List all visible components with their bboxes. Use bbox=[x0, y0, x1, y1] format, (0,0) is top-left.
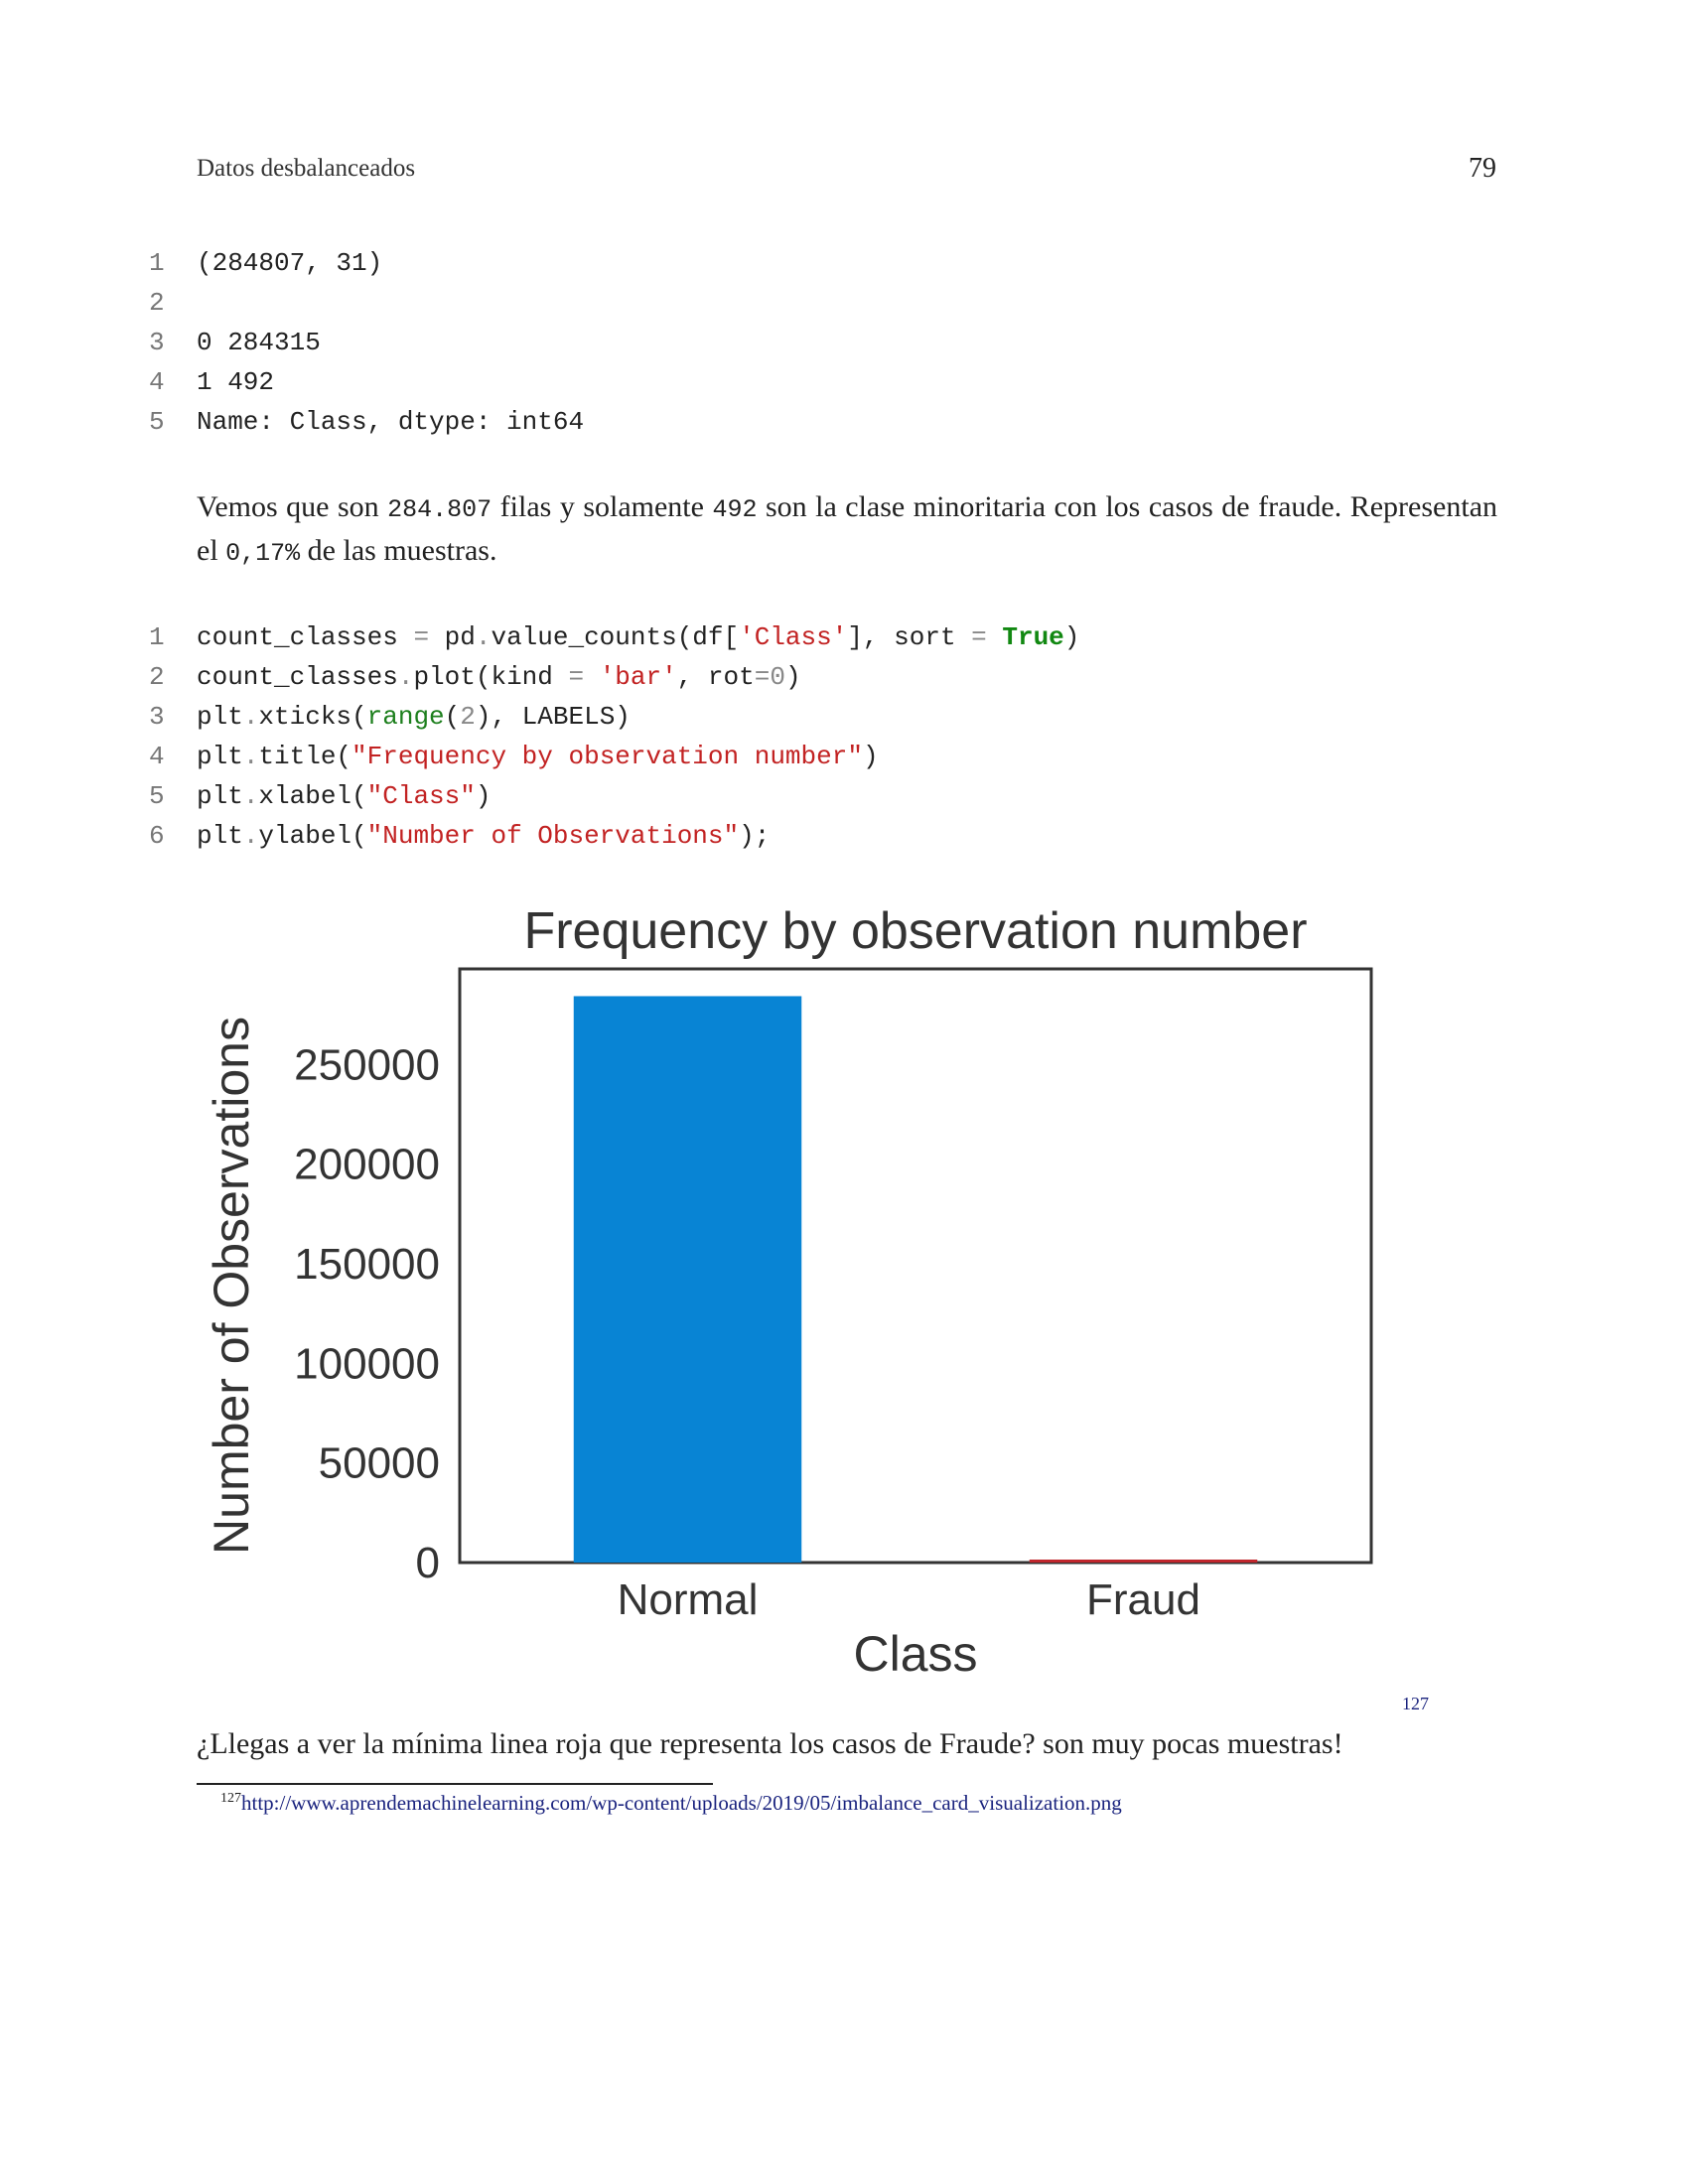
code-text: plt.xticks(range(2), LABELS) bbox=[197, 702, 631, 732]
percentage: 0,17% bbox=[225, 539, 301, 568]
bar-normal bbox=[573, 996, 802, 1563]
code-text: plt.xlabel("Class") bbox=[197, 781, 492, 811]
code-text: plt.ylabel("Number of Observations"); bbox=[197, 821, 771, 851]
code-text: plt.title("Frequency by observation numb… bbox=[197, 742, 879, 771]
caption-text: ¿Llegas a ver la mínima linea roja que r… bbox=[197, 1727, 1343, 1760]
minority-count: 492 bbox=[712, 495, 758, 524]
code-text: count_classes.plot(kind = 'bar', rot=0) bbox=[197, 662, 801, 692]
footnote-number: 127 bbox=[220, 1791, 241, 1806]
footnote-divider bbox=[197, 1783, 713, 1785]
paragraph-text: de las muestras. bbox=[300, 534, 497, 567]
paragraph-text: son la clase minoritaria con los casos d… bbox=[197, 490, 1498, 567]
line-number: 1 bbox=[149, 248, 165, 278]
code-text: Name: Class, dtype: int64 bbox=[197, 407, 585, 437]
x-tick-label: Fraud bbox=[1086, 1575, 1200, 1624]
footnote-link[interactable]: http://www.aprendemachinelearning.com/wp… bbox=[241, 1791, 1122, 1815]
row-count: 284.807 bbox=[387, 495, 492, 524]
code-text: count_classes = pd.value_counts(df['Clas… bbox=[197, 622, 1080, 652]
page-number: 79 bbox=[1469, 153, 1496, 184]
paragraph-text: Vemos que son bbox=[197, 490, 388, 523]
line-number: 2 bbox=[149, 662, 165, 692]
code-text: 0 284315 bbox=[197, 328, 321, 357]
y-tick-label: 100000 bbox=[294, 1339, 440, 1388]
x-axis-label: Class bbox=[853, 1626, 977, 1682]
paragraph-text: filas y solamente bbox=[492, 490, 713, 523]
code-text: 1 492 bbox=[197, 367, 275, 397]
running-header: Datos desbalanceados bbox=[197, 155, 416, 182]
line-number: 4 bbox=[149, 742, 165, 771]
y-axis-label: Number of Observations bbox=[204, 1017, 259, 1555]
footnote: 127http://www.aprendemachinelearning.com… bbox=[220, 1791, 1122, 1816]
line-number: 3 bbox=[149, 702, 165, 732]
line-number: 4 bbox=[149, 367, 165, 397]
line-number: 1 bbox=[149, 622, 165, 652]
line-number: 5 bbox=[149, 407, 165, 437]
line-number: 2 bbox=[149, 288, 165, 318]
x-tick-label: Normal bbox=[618, 1575, 759, 1624]
y-tick-label: 50000 bbox=[319, 1439, 440, 1488]
body-paragraph: Vemos que son 284.807 filas y solamente … bbox=[197, 486, 1497, 574]
chart-title: Frequency by observation number bbox=[523, 902, 1307, 960]
bar-chart: Normal Fraud 0 50000 100000 150000 200000 25000… bbox=[204, 902, 1373, 1682]
y-tick-label: 0 bbox=[416, 1539, 440, 1587]
y-tick-label: 150000 bbox=[294, 1240, 440, 1289]
code-text: (284807, 31) bbox=[197, 248, 383, 278]
y-tick-label: 200000 bbox=[294, 1141, 440, 1189]
y-tick-label: 250000 bbox=[294, 1040, 440, 1089]
line-number: 3 bbox=[149, 328, 165, 357]
bar-fraud bbox=[1029, 1560, 1258, 1563]
line-number: 5 bbox=[149, 781, 165, 811]
line-number: 6 bbox=[149, 821, 165, 851]
footnote-marker: 127 bbox=[1402, 1694, 1429, 1713]
